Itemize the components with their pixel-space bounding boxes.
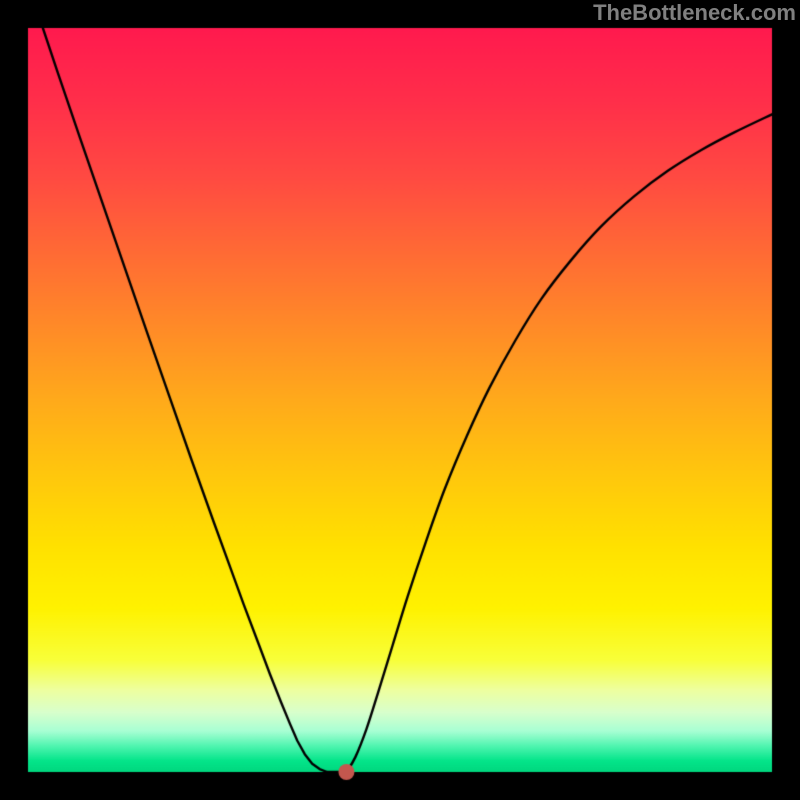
bottleneck-chart-canvas — [0, 0, 800, 800]
